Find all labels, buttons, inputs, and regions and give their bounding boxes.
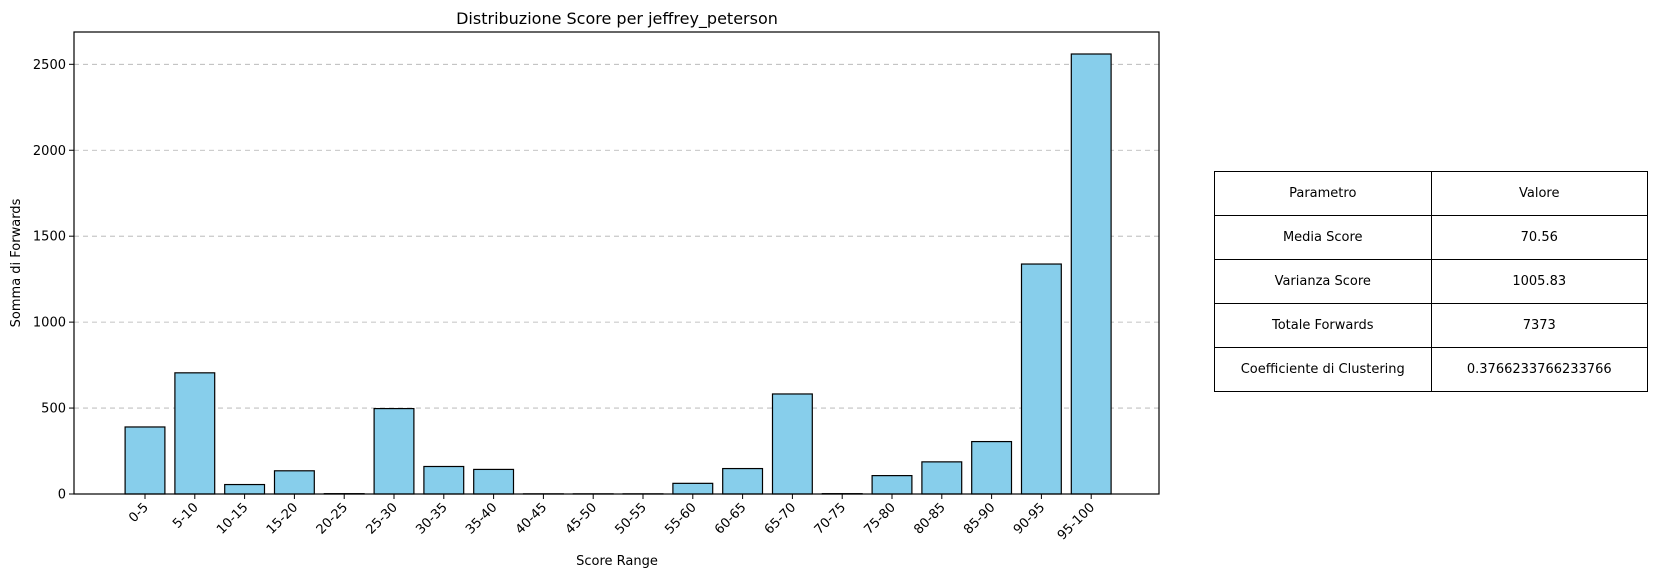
x-tick-label: 10-15 bbox=[214, 500, 251, 537]
stats-table: Parametro Valore Media Score 70.56 Varia… bbox=[1214, 171, 1648, 392]
x-tick-label: 35-40 bbox=[463, 500, 500, 537]
table-cell-param: Coefficiente di Clustering bbox=[1214, 347, 1432, 392]
x-tick-label: 15-20 bbox=[264, 500, 301, 537]
table-cell-value: 1005.83 bbox=[1430, 259, 1648, 304]
x-tick-label: 55-60 bbox=[662, 500, 699, 537]
bar bbox=[871, 475, 913, 495]
bar bbox=[423, 465, 465, 495]
table-row: Varianza Score 1005.83 bbox=[1214, 259, 1648, 304]
chart-title: Distribuzione Score per jeffrey_peterson bbox=[456, 9, 778, 29]
bar bbox=[473, 468, 515, 495]
bar bbox=[273, 470, 315, 495]
bar bbox=[771, 393, 813, 495]
x-tick-label: 5-10 bbox=[170, 500, 201, 531]
y-tick-label: 0 bbox=[58, 488, 66, 503]
y-tick-label: 2000 bbox=[33, 144, 66, 159]
x-tick-label: 80-85 bbox=[911, 500, 948, 537]
table-row: Media Score 70.56 bbox=[1214, 215, 1648, 260]
x-tick-label: 95-100 bbox=[1055, 500, 1098, 543]
table-header-row: Parametro Valore bbox=[1214, 171, 1648, 216]
x-axis-ticks: 0-5 5-10 10-15 15-20 20-25 25-30 30-35 35-40 40-… bbox=[126, 494, 1098, 543]
x-tick-label: 65-70 bbox=[762, 500, 799, 537]
table-header-value: Valore bbox=[1430, 171, 1648, 216]
bar bbox=[124, 426, 166, 495]
table-cell-param: Totale Forwards bbox=[1214, 303, 1432, 348]
y-axis-ticks: 0 500 1000 1500 2000 2500 bbox=[33, 58, 74, 503]
y-tick-label: 500 bbox=[41, 402, 66, 417]
x-tick-label: 70-75 bbox=[812, 500, 849, 537]
table-header-param: Parametro bbox=[1214, 171, 1432, 216]
y-axis-label: Somma di Forwards bbox=[9, 198, 24, 327]
bar bbox=[1020, 263, 1062, 495]
x-tick-label: 0-5 bbox=[126, 500, 152, 526]
bar bbox=[722, 467, 764, 495]
x-tick-label: 25-30 bbox=[364, 500, 401, 537]
bar bbox=[971, 440, 1013, 495]
bars bbox=[124, 53, 1112, 495]
x-tick-label: 30-35 bbox=[413, 500, 450, 537]
x-tick-label: 60-65 bbox=[712, 500, 749, 537]
plot-frame bbox=[73, 31, 1160, 495]
y-tick-label: 1500 bbox=[33, 230, 66, 245]
table-row: Coefficiente di Clustering 0.37662337662… bbox=[1214, 347, 1648, 392]
bar bbox=[672, 482, 714, 495]
table-cell-value: 7373 bbox=[1430, 303, 1648, 348]
y-tick-label: 2500 bbox=[33, 58, 66, 73]
bar bbox=[174, 372, 216, 495]
bar bbox=[1070, 53, 1112, 495]
x-axis-label: Score Range bbox=[576, 554, 658, 569]
x-tick-label: 50-55 bbox=[613, 500, 650, 537]
x-tick-label: 40-45 bbox=[513, 500, 550, 537]
table-cell-value: 70.56 bbox=[1430, 215, 1648, 260]
x-tick-label: 20-25 bbox=[314, 500, 351, 537]
x-tick-label: 75-80 bbox=[862, 500, 899, 537]
bar bbox=[224, 483, 266, 495]
y-tick-label: 1000 bbox=[33, 316, 66, 331]
table-row: Totale Forwards 7373 bbox=[1214, 303, 1648, 348]
bar bbox=[921, 461, 963, 495]
bar bbox=[373, 407, 415, 495]
table-cell-value: 0.3766233766233766 bbox=[1430, 347, 1648, 392]
x-tick-label: 85-90 bbox=[961, 500, 998, 537]
grid-lines bbox=[74, 63, 1159, 409]
table-cell-param: Varianza Score bbox=[1214, 259, 1432, 304]
table-cell-param: Media Score bbox=[1214, 215, 1432, 260]
x-tick-label: 45-50 bbox=[563, 500, 600, 537]
x-tick-label: 90-95 bbox=[1011, 500, 1048, 537]
